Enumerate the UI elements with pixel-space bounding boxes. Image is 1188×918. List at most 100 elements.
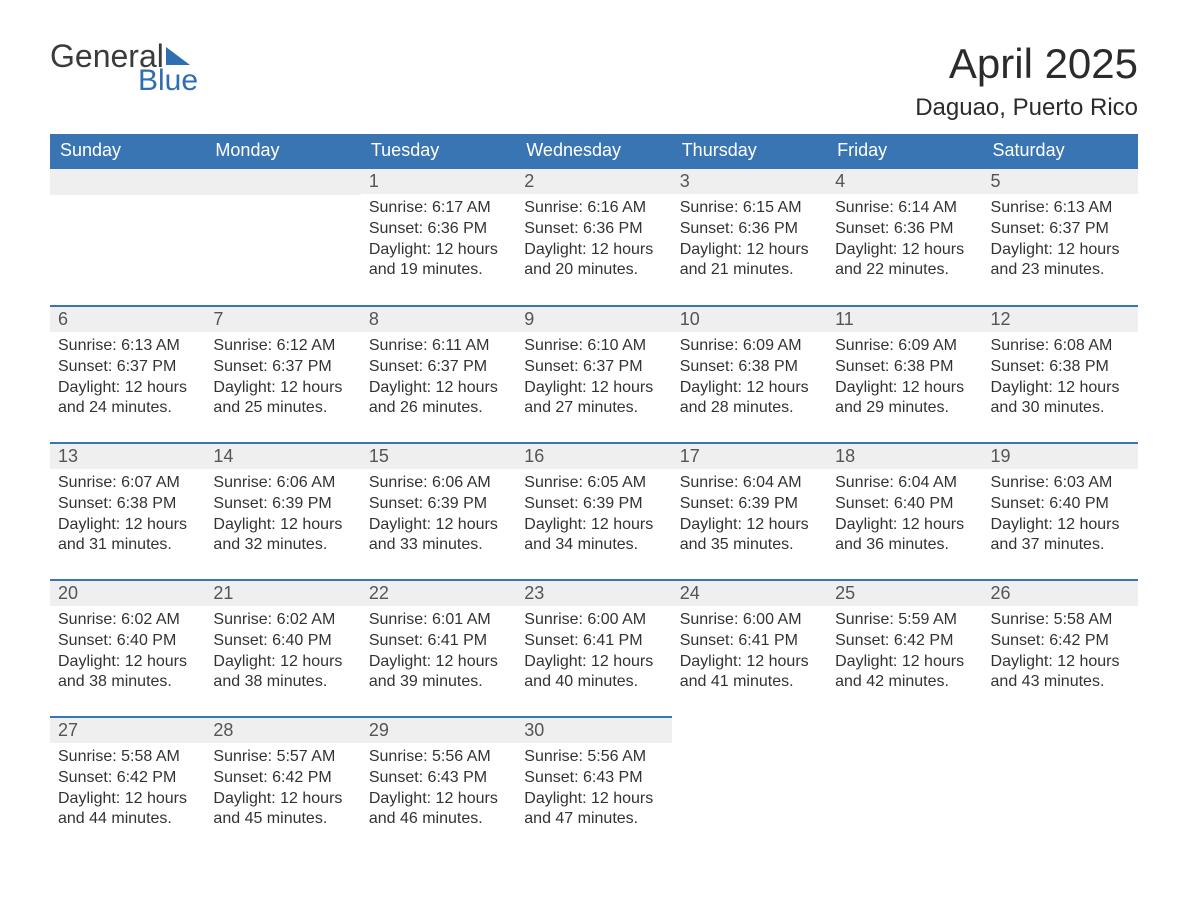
sunrise-label: Sunrise: — [835, 474, 898, 491]
calendar-cell: 18Sunrise: 6:04 AMSunset: 6:40 PMDayligh… — [827, 443, 982, 580]
day-number: 22 — [361, 581, 516, 606]
sunrise-label: Sunrise: — [991, 337, 1054, 354]
day-details: Sunrise: 6:15 AMSunset: 6:36 PMDaylight:… — [672, 194, 827, 304]
sunrise-label: Sunrise: — [524, 474, 587, 491]
day-details: Sunrise: 6:09 AMSunset: 6:38 PMDaylight:… — [827, 332, 982, 442]
day-details: Sunrise: 5:58 AMSunset: 6:42 PMDaylight:… — [50, 743, 205, 853]
day-number: 10 — [672, 307, 827, 332]
day-details: Sunrise: 5:57 AMSunset: 6:42 PMDaylight:… — [205, 743, 360, 853]
sunrise-value: 5:56 AM — [432, 748, 491, 765]
sunset-label: Sunset: — [58, 769, 117, 786]
calendar-cell: 13Sunrise: 6:07 AMSunset: 6:38 PMDayligh… — [50, 443, 205, 580]
sunrise-label: Sunrise: — [213, 474, 276, 491]
daylight-label: Daylight: — [524, 790, 591, 807]
sunset-value: 6:36 PM — [738, 220, 798, 237]
sunrise-value: 6:10 AM — [587, 337, 646, 354]
sunset-label: Sunset: — [213, 495, 272, 512]
sunrise-value: 6:01 AM — [432, 611, 491, 628]
daylight-label: Daylight: — [680, 653, 747, 670]
sunrise-label: Sunrise: — [524, 748, 587, 765]
sunrise-value: 6:17 AM — [432, 199, 491, 216]
logo-flag-icon — [166, 47, 190, 65]
day-number: 23 — [516, 581, 671, 606]
day-details: Sunrise: 6:05 AMSunset: 6:39 PMDaylight:… — [516, 469, 671, 579]
sunset-label: Sunset: — [835, 358, 894, 375]
daylight-label: Daylight: — [835, 653, 902, 670]
sunrise-value: 6:02 AM — [121, 611, 180, 628]
sunrise-label: Sunrise: — [213, 748, 276, 765]
daylight-label: Daylight: — [213, 379, 280, 396]
day-number: 5 — [983, 169, 1138, 194]
sunset-value: 6:38 PM — [894, 358, 954, 375]
sunset-label: Sunset: — [58, 495, 117, 512]
sunrise-label: Sunrise: — [369, 748, 432, 765]
calendar-cell: 29Sunrise: 5:56 AMSunset: 6:43 PMDayligh… — [361, 717, 516, 853]
weekday-header: Sunday — [50, 134, 205, 168]
sunset-value: 6:37 PM — [583, 358, 643, 375]
daylight-label: Daylight: — [213, 790, 280, 807]
day-number: 18 — [827, 444, 982, 469]
weekday-header: Saturday — [983, 134, 1138, 168]
sunrise-value: 6:09 AM — [898, 337, 957, 354]
calendar-cell: 6Sunrise: 6:13 AMSunset: 6:37 PMDaylight… — [50, 306, 205, 443]
sunrise-label: Sunrise: — [58, 474, 121, 491]
sunrise-label: Sunrise: — [524, 337, 587, 354]
daylight-label: Daylight: — [524, 379, 591, 396]
calendar-cell: 27Sunrise: 5:58 AMSunset: 6:42 PMDayligh… — [50, 717, 205, 853]
calendar-cell — [983, 717, 1138, 853]
sunrise-label: Sunrise: — [524, 611, 587, 628]
title-block: April 2025 Daguao, Puerto Rico — [915, 40, 1138, 122]
sunrise-value: 5:57 AM — [277, 748, 336, 765]
day-number: 28 — [205, 718, 360, 743]
sunrise-label: Sunrise: — [369, 474, 432, 491]
daylight-label: Daylight: — [991, 379, 1058, 396]
day-number: 24 — [672, 581, 827, 606]
sunrise-value: 6:12 AM — [277, 337, 336, 354]
sunrise-value: 6:09 AM — [743, 337, 802, 354]
calendar-cell: 9Sunrise: 6:10 AMSunset: 6:37 PMDaylight… — [516, 306, 671, 443]
day-details: Sunrise: 6:10 AMSunset: 6:37 PMDaylight:… — [516, 332, 671, 442]
calendar-cell: 15Sunrise: 6:06 AMSunset: 6:39 PMDayligh… — [361, 443, 516, 580]
calendar-cell: 11Sunrise: 6:09 AMSunset: 6:38 PMDayligh… — [827, 306, 982, 443]
calendar-head: SundayMondayTuesdayWednesdayThursdayFrid… — [50, 134, 1138, 168]
sunrise-label: Sunrise: — [524, 199, 587, 216]
sunrise-value: 6:11 AM — [432, 337, 490, 354]
sunset-value: 6:42 PM — [117, 769, 177, 786]
daylight-label: Daylight: — [213, 516, 280, 533]
sunset-value: 6:38 PM — [117, 495, 177, 512]
sunset-label: Sunset: — [835, 220, 894, 237]
sunset-value: 6:43 PM — [428, 769, 488, 786]
sunset-value: 6:36 PM — [428, 220, 488, 237]
sunset-label: Sunset: — [369, 220, 428, 237]
sunset-value: 6:40 PM — [1049, 495, 1109, 512]
calendar-cell: 20Sunrise: 6:02 AMSunset: 6:40 PMDayligh… — [50, 580, 205, 717]
daylight-label: Daylight: — [835, 516, 902, 533]
sunset-value: 6:37 PM — [272, 358, 332, 375]
day-details: Sunrise: 6:09 AMSunset: 6:38 PMDaylight:… — [672, 332, 827, 442]
daylight-label: Daylight: — [58, 379, 125, 396]
sunset-label: Sunset: — [524, 769, 583, 786]
sunrise-label: Sunrise: — [58, 748, 121, 765]
day-details: Sunrise: 6:11 AMSunset: 6:37 PMDaylight:… — [361, 332, 516, 442]
sunrise-label: Sunrise: — [991, 611, 1054, 628]
calendar-cell: 5Sunrise: 6:13 AMSunset: 6:37 PMDaylight… — [983, 168, 1138, 306]
daylight-label: Daylight: — [213, 653, 280, 670]
sunset-value: 6:42 PM — [894, 632, 954, 649]
day-details: Sunrise: 6:04 AMSunset: 6:40 PMDaylight:… — [827, 469, 982, 579]
calendar-body: 1Sunrise: 6:17 AMSunset: 6:36 PMDaylight… — [50, 168, 1138, 853]
sunrise-label: Sunrise: — [213, 611, 276, 628]
day-number: 4 — [827, 169, 982, 194]
day-number: 25 — [827, 581, 982, 606]
calendar-cell: 26Sunrise: 5:58 AMSunset: 6:42 PMDayligh… — [983, 580, 1138, 717]
day-number: 26 — [983, 581, 1138, 606]
day-number: 30 — [516, 718, 671, 743]
calendar-cell: 4Sunrise: 6:14 AMSunset: 6:36 PMDaylight… — [827, 168, 982, 306]
sunset-value: 6:36 PM — [583, 220, 643, 237]
sunrise-value: 6:00 AM — [587, 611, 646, 628]
sunset-label: Sunset: — [524, 220, 583, 237]
calendar-cell: 17Sunrise: 6:04 AMSunset: 6:39 PMDayligh… — [672, 443, 827, 580]
calendar-cell: 23Sunrise: 6:00 AMSunset: 6:41 PMDayligh… — [516, 580, 671, 717]
day-details: Sunrise: 5:58 AMSunset: 6:42 PMDaylight:… — [983, 606, 1138, 716]
sunset-value: 6:40 PM — [894, 495, 954, 512]
page-header: General Blue April 2025 Daguao, Puerto R… — [50, 40, 1138, 122]
